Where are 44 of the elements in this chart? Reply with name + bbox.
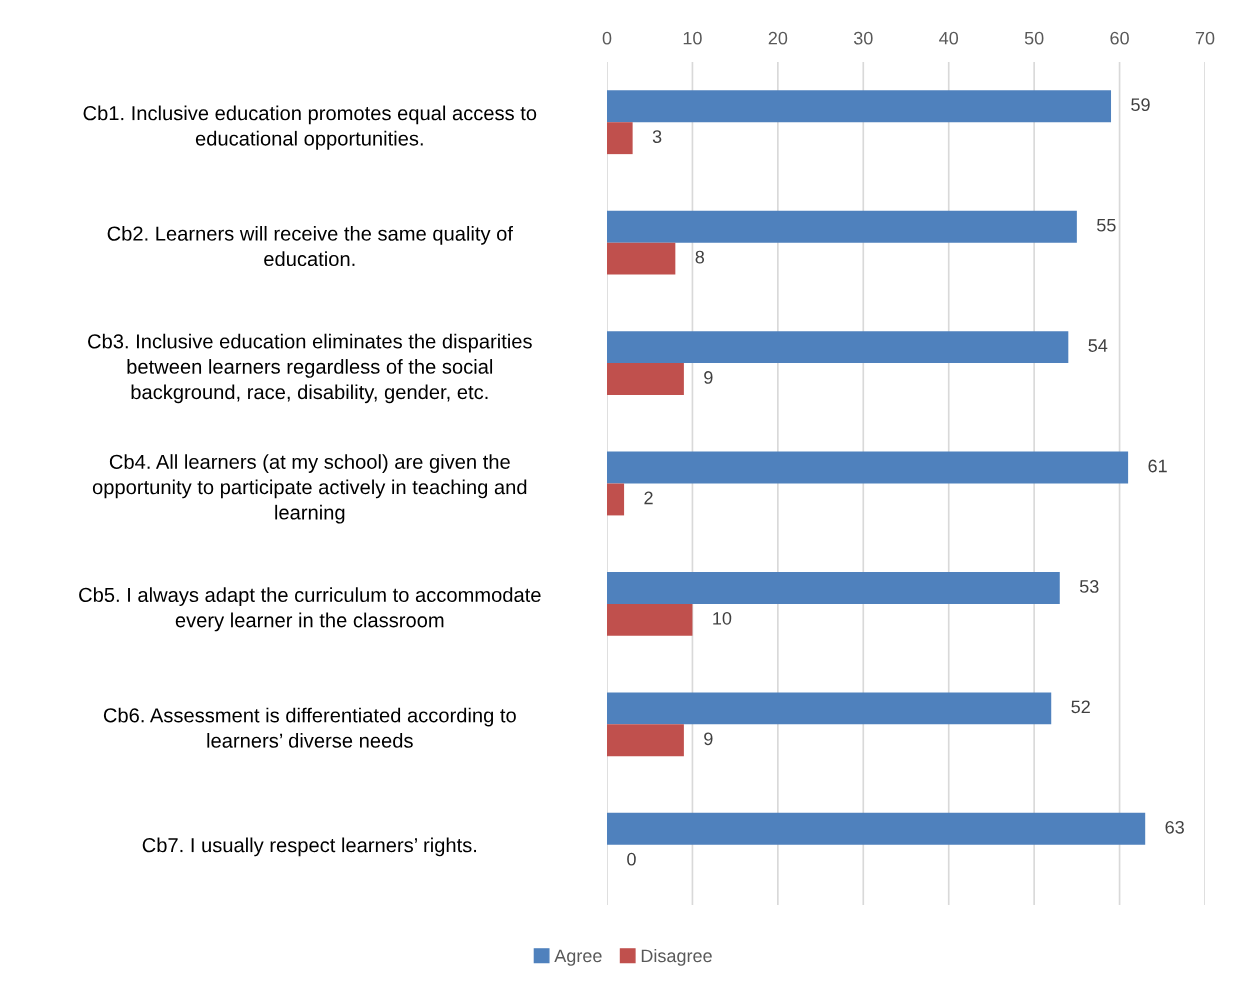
data-label: 55 — [1097, 218, 1116, 232]
x-tick-label: 0 — [602, 31, 612, 45]
bar — [607, 603, 693, 636]
data-label: 54 — [1088, 339, 1108, 352]
data-label: 9 — [704, 732, 713, 746]
data-label: 61 — [1148, 459, 1167, 473]
bar — [607, 122, 633, 155]
data-label: 53 — [1079, 580, 1099, 593]
bar — [607, 210, 1077, 243]
bar — [607, 242, 676, 275]
bar — [607, 812, 1146, 845]
y-tick-label: Cb3. Inclusive education eliminates the disparities between learners regardless of the social background, race, disability, gender, etc. — [88, 333, 532, 404]
data-label: 3 — [652, 130, 662, 144]
y-tick-label: Cb5. I always adapt the curriculum to accommodate every learner in the classroom — [79, 587, 541, 632]
data-label: 2 — [644, 491, 653, 505]
data-label: 0 — [627, 852, 636, 866]
x-tick-label: 60 — [1110, 31, 1129, 45]
legend-label: Disagree — [641, 948, 712, 966]
y-tick-label: Cb6. Assessment is differentiated according to learners’ diverse needs — [103, 707, 516, 748]
x-tick-label: 50 — [1024, 31, 1044, 45]
y-tick-label: Cb4. All learners (at my school) are given the opportunity to participate actively in teaching and learning — [92, 454, 527, 524]
data-label: 59 — [1131, 98, 1150, 112]
x-tick-label: 10 — [683, 31, 702, 45]
y-tick-label: Cb2. Learners will receive the same quality of education. — [107, 225, 513, 267]
data-label: 10 — [713, 611, 732, 625]
y-tick-label: Cb7. I usually respect learners’ rights. — [142, 837, 477, 857]
x-tick-label: 20 — [768, 31, 788, 45]
bar — [607, 451, 1129, 484]
data-label: 63 — [1165, 820, 1184, 834]
bar — [607, 724, 684, 757]
x-tick-label: 30 — [853, 31, 873, 45]
bar — [607, 692, 1052, 725]
data-label: 52 — [1071, 700, 1090, 714]
legend-label: Agree — [554, 949, 602, 966]
x-tick-label: 70 — [1195, 31, 1215, 45]
bar — [607, 483, 625, 516]
bar — [607, 572, 1060, 604]
bar — [607, 363, 684, 395]
y-tick-label: Cb1. Inclusive education promotes equal access to educational opportunities. — [83, 105, 537, 150]
data-label: 8 — [695, 250, 705, 264]
bar — [607, 331, 1069, 364]
x-tick-label: 40 — [939, 31, 959, 45]
data-label: 9 — [704, 371, 713, 384]
bar — [607, 90, 1112, 123]
